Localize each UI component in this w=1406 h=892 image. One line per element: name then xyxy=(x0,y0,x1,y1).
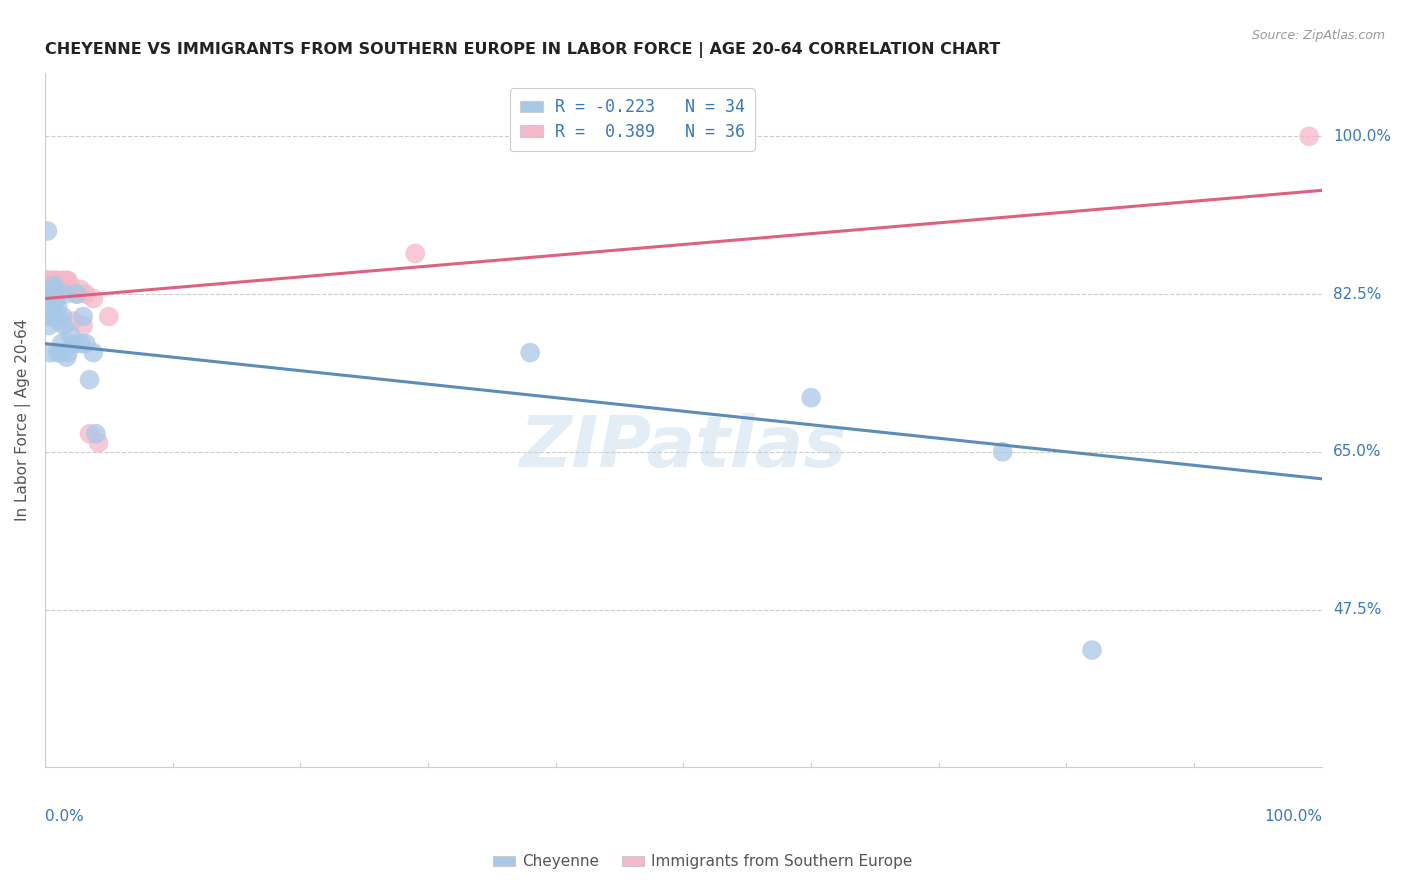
Text: ZIPatlas: ZIPatlas xyxy=(520,414,846,483)
Point xyxy=(49,345,72,359)
Point xyxy=(51,336,73,351)
Point xyxy=(48,278,70,293)
Point xyxy=(79,426,101,441)
Text: CHEYENNE VS IMMIGRANTS FROM SOUTHERN EUROPE IN LABOR FORCE | AGE 20-64 CORRELATI: CHEYENNE VS IMMIGRANTS FROM SOUTHERN EUR… xyxy=(45,42,1000,58)
Point xyxy=(53,287,76,301)
Point xyxy=(39,278,62,293)
Point xyxy=(35,287,58,301)
Text: 100.0%: 100.0% xyxy=(1333,128,1391,144)
Point xyxy=(519,345,541,359)
Legend: Cheyenne, Immigrants from Southern Europe: Cheyenne, Immigrants from Southern Europ… xyxy=(488,848,918,875)
Point xyxy=(66,287,89,301)
Point xyxy=(37,273,59,287)
Point xyxy=(44,273,66,287)
Text: 65.0%: 65.0% xyxy=(1333,444,1382,459)
Point xyxy=(52,273,75,287)
Point xyxy=(52,310,75,324)
Point xyxy=(46,301,69,315)
Point xyxy=(62,314,84,328)
Point xyxy=(39,273,62,287)
Point xyxy=(51,278,73,293)
Point xyxy=(44,283,66,297)
Point xyxy=(46,345,69,359)
Point xyxy=(59,327,82,342)
Point xyxy=(42,278,65,293)
Point xyxy=(41,310,63,324)
Point xyxy=(97,310,120,324)
Point xyxy=(55,350,77,364)
Point xyxy=(59,278,82,293)
Point xyxy=(84,426,107,441)
Point xyxy=(38,273,60,287)
Point xyxy=(404,246,426,260)
Point xyxy=(53,273,76,287)
Point xyxy=(72,318,94,333)
Point xyxy=(39,292,62,306)
Point xyxy=(991,444,1014,458)
Point xyxy=(75,287,97,301)
Text: 47.5%: 47.5% xyxy=(1333,602,1381,617)
Text: 100.0%: 100.0% xyxy=(1264,809,1322,824)
Legend: R = -0.223   N = 34, R =  0.389   N = 36: R = -0.223 N = 34, R = 0.389 N = 36 xyxy=(510,88,755,151)
Point xyxy=(39,345,62,359)
Point xyxy=(42,301,65,315)
Point xyxy=(39,273,62,287)
Point xyxy=(37,273,59,287)
Point xyxy=(53,318,76,333)
Point xyxy=(800,391,823,405)
Point xyxy=(39,310,62,324)
Point xyxy=(48,314,70,328)
Point xyxy=(45,273,67,287)
Text: 82.5%: 82.5% xyxy=(1333,286,1381,301)
Point xyxy=(75,336,97,351)
Point xyxy=(38,283,60,297)
Point xyxy=(45,292,67,306)
Point xyxy=(69,336,91,351)
Point xyxy=(79,373,101,387)
Point xyxy=(44,278,66,293)
Point xyxy=(41,278,63,293)
Point xyxy=(87,435,110,450)
Text: 0.0%: 0.0% xyxy=(45,809,83,824)
Point xyxy=(1298,129,1320,144)
Point xyxy=(41,273,63,287)
Point xyxy=(55,273,77,287)
Y-axis label: In Labor Force | Age 20-64: In Labor Force | Age 20-64 xyxy=(15,319,31,522)
Point xyxy=(42,283,65,297)
Point xyxy=(66,287,89,301)
Point xyxy=(69,283,91,297)
Point xyxy=(44,287,66,301)
Point xyxy=(82,345,104,359)
Text: Source: ZipAtlas.com: Source: ZipAtlas.com xyxy=(1251,29,1385,42)
Point xyxy=(82,292,104,306)
Point xyxy=(42,273,65,287)
Point xyxy=(38,318,60,333)
Point xyxy=(35,273,58,287)
Point xyxy=(56,273,79,287)
Point xyxy=(56,345,79,359)
Point xyxy=(46,278,69,293)
Point xyxy=(1081,643,1104,657)
Point xyxy=(46,273,69,287)
Point xyxy=(62,336,84,351)
Point xyxy=(72,310,94,324)
Point xyxy=(37,224,59,238)
